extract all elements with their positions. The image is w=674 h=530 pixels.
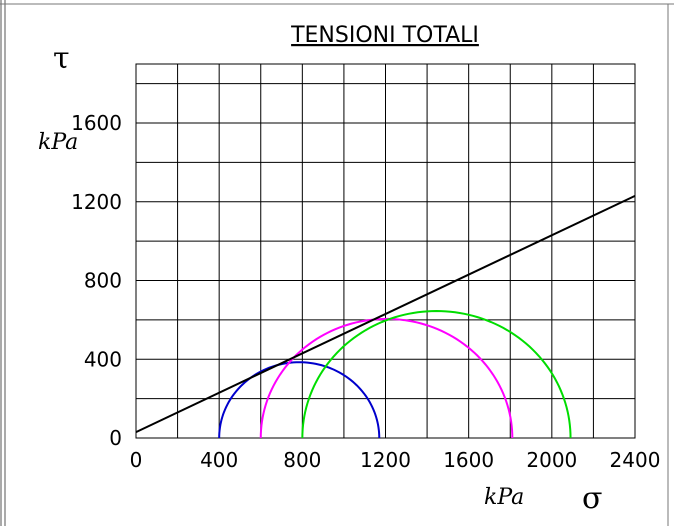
x-tick-labels: 0 400 800 1200 1600 2000 2400 <box>130 448 661 472</box>
x-axis-symbol: σ <box>582 481 602 516</box>
x-tick-label: 0 <box>130 448 143 472</box>
mohr-circle-2 <box>259 317 514 439</box>
y-tick-label: 400 <box>84 347 122 371</box>
x-tick-label: 800 <box>283 448 321 472</box>
mohr-circle-1 <box>218 361 381 439</box>
y-axis-unit: kPa <box>38 130 78 155</box>
failure-envelope <box>135 194 636 433</box>
y-tick-label: 1200 <box>71 190 122 214</box>
x-tick-label: 400 <box>200 448 238 472</box>
y-tick-labels: 0 400 800 1200 1600 <box>71 111 122 450</box>
x-tick-label: 2000 <box>526 448 577 472</box>
mohr-circle-3 <box>301 310 572 439</box>
y-axis-symbol: τ <box>53 41 70 76</box>
y-tick-label: 1600 <box>71 111 122 135</box>
x-tick-label: 1600 <box>443 448 494 472</box>
chart-title: TENSIONI TOTALI <box>290 23 479 48</box>
mohr-circles <box>218 310 572 439</box>
y-tick-label: 0 <box>109 426 122 450</box>
grid <box>135 64 636 439</box>
y-tick-label: 800 <box>84 269 122 293</box>
x-tick-label: 1200 <box>360 448 411 472</box>
x-tick-label: 2400 <box>610 448 661 472</box>
plot-area <box>135 63 636 439</box>
x-axis-unit: kPa <box>484 485 524 510</box>
